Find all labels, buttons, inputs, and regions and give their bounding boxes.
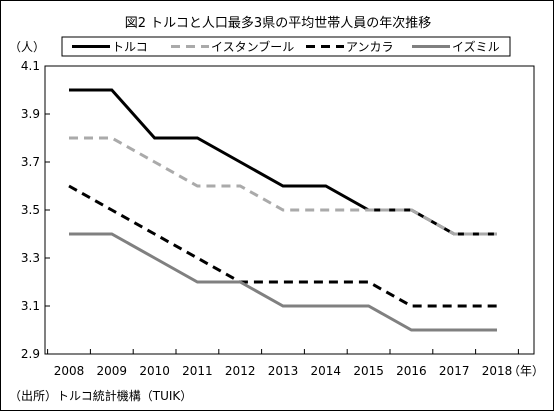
series-lines <box>68 88 497 332</box>
legend-label-2: イスタンブール <box>211 39 294 54</box>
source-note: （出所）トルコ統計機構（TUIK） <box>9 389 193 403</box>
series-line-3 <box>68 184 497 308</box>
x-tick-label: 2010 <box>139 364 170 378</box>
x-tick-label: 2012 <box>225 364 256 378</box>
y-tick-label: 3.1 <box>21 299 40 313</box>
y-tick-label: 3.3 <box>21 251 40 265</box>
legend-label-1: トルコ <box>112 40 148 54</box>
x-tick-label: 2013 <box>268 364 299 378</box>
y-tick-label: 2.9 <box>21 347 40 361</box>
x-tick-label: 2016 <box>396 364 427 378</box>
series-line-2 <box>69 136 497 236</box>
y-axis-label: （人） <box>9 40 45 54</box>
legend-label-3: アンカラ <box>346 40 394 54</box>
series-line-4 <box>69 232 497 332</box>
series-line-1 <box>69 88 497 236</box>
x-tick-label: 2017 <box>439 364 470 378</box>
x-tick-label: 2014 <box>311 364 342 378</box>
y-axis: 2.9 3.1 3.3 3.5 3.7 3.9 4.1 <box>21 59 50 361</box>
x-axis: 2008 2009 2010 2011 2012 2013 2014 2015 2016 2017… <box>47 349 519 378</box>
y-tick-label: 4.1 <box>21 59 40 73</box>
y-tick-label: 3.5 <box>21 203 40 217</box>
x-axis-label: （年） <box>508 364 544 378</box>
y-tick-label: 3.7 <box>21 155 40 169</box>
legend: トルコ イスタンブール アンカラ イズミル <box>61 36 511 57</box>
legend-label-4: イズミル <box>452 39 500 54</box>
x-tick-label: 2015 <box>353 364 384 378</box>
legend-box <box>61 36 511 57</box>
x-tick-label: 2018 <box>482 364 513 378</box>
x-tick-label: 2008 <box>54 364 85 378</box>
x-tick-label: 2009 <box>97 364 128 378</box>
plot-area <box>44 65 535 355</box>
y-tick-label: 3.9 <box>21 107 40 121</box>
chart-title: 図2 トルコと人口最多3県の平均世帯人員の年次推移 <box>124 16 432 31</box>
x-tick-label: 2011 <box>182 364 213 378</box>
